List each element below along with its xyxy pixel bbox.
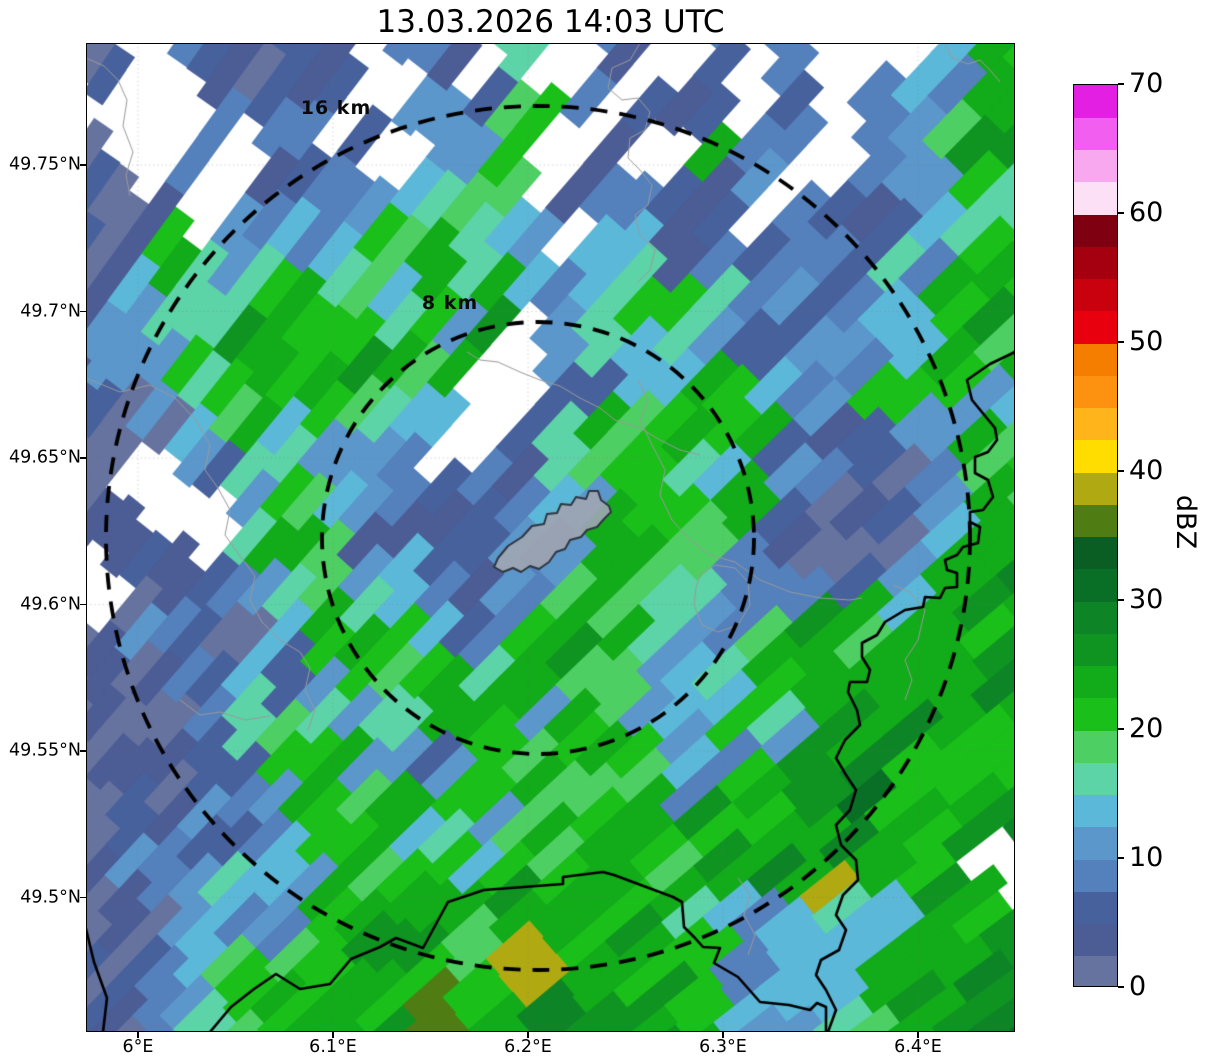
colorbar-segment bbox=[1074, 374, 1117, 408]
colorbar-segment bbox=[1074, 794, 1117, 828]
colorbar-segment bbox=[1074, 568, 1117, 602]
x-tick-mark bbox=[137, 1032, 139, 1038]
colorbar-tick-label: 70 bbox=[1129, 67, 1164, 99]
colorbar-tick-mark bbox=[1118, 986, 1124, 988]
x-tick-mark bbox=[722, 1032, 724, 1038]
colorbar-tick-label: 50 bbox=[1129, 325, 1164, 357]
colorbar-tick-mark bbox=[1118, 341, 1124, 343]
x-tick-mark bbox=[332, 1032, 334, 1038]
x-tick-label: 6.2°E bbox=[504, 1037, 552, 1057]
colorbar-tick-label: 40 bbox=[1129, 454, 1164, 486]
x-tick-label: 6.3°E bbox=[699, 1037, 747, 1057]
colorbar-segment bbox=[1074, 729, 1117, 763]
colorbar-tick-mark bbox=[1118, 470, 1124, 472]
colorbar-tick-label: 30 bbox=[1129, 583, 1164, 615]
radar-reflectivity-map bbox=[86, 43, 1015, 1032]
colorbar-tick-label: 60 bbox=[1129, 196, 1164, 228]
colorbar-segment bbox=[1074, 890, 1117, 924]
colorbar-tick-mark bbox=[1118, 212, 1124, 214]
colorbar-segment bbox=[1074, 858, 1117, 892]
colorbar-tick-mark bbox=[1118, 857, 1124, 859]
y-tick-mark bbox=[80, 603, 86, 606]
range-ring-label-8km: 8 km bbox=[421, 292, 479, 314]
colorbar-segment bbox=[1074, 826, 1117, 860]
colorbar-segment bbox=[1074, 665, 1117, 699]
colorbar-segment bbox=[1074, 923, 1117, 957]
colorbar-segment bbox=[1074, 632, 1117, 666]
y-tick-mark bbox=[80, 750, 86, 752]
y-tick-label: 49.7°N bbox=[20, 301, 81, 322]
x-tick-label: 6.1°E bbox=[309, 1037, 357, 1057]
colorbar-segment bbox=[1074, 407, 1117, 441]
colorbar-tick-label: 0 bbox=[1129, 970, 1147, 1002]
colorbar-segment bbox=[1074, 85, 1117, 118]
x-tick-label: 6°E bbox=[122, 1037, 154, 1057]
colorbar-tick-label: 10 bbox=[1129, 841, 1164, 873]
x-tick-label: 6.4°E bbox=[894, 1037, 942, 1057]
colorbar-segment bbox=[1074, 342, 1117, 376]
colorbar-segments bbox=[1074, 85, 1117, 986]
colorbar-segment bbox=[1074, 213, 1117, 247]
colorbar-segment bbox=[1074, 116, 1117, 150]
y-tick-mark bbox=[80, 164, 86, 166]
colorbar-segment bbox=[1074, 536, 1117, 570]
colorbar-unit-label: dBZ bbox=[1170, 494, 1201, 550]
y-tick-label: 49.65°N bbox=[9, 447, 81, 468]
colorbar-segment bbox=[1074, 761, 1117, 795]
colorbar-segment bbox=[1074, 310, 1117, 344]
colorbar-tick-label: 20 bbox=[1129, 712, 1164, 744]
colorbar-segment bbox=[1074, 278, 1117, 312]
x-tick-mark bbox=[527, 1032, 529, 1038]
y-tick-label: 49.55°N bbox=[9, 740, 81, 761]
colorbar-segment bbox=[1074, 955, 1117, 986]
y-tick-mark bbox=[80, 310, 86, 313]
colorbar-tick-mark bbox=[1118, 599, 1124, 601]
colorbar-segment bbox=[1074, 181, 1117, 215]
colorbar-segment bbox=[1074, 697, 1117, 731]
colorbar-segment bbox=[1074, 439, 1117, 473]
y-tick-mark bbox=[80, 457, 86, 459]
range-ring-label-16km: 16 km bbox=[300, 97, 372, 119]
y-tick-mark bbox=[80, 896, 86, 899]
colorbar-segment bbox=[1074, 503, 1117, 537]
colorbar-segment bbox=[1074, 245, 1117, 279]
colorbar-tick-mark bbox=[1118, 83, 1124, 85]
y-tick-label: 49.5°N bbox=[20, 887, 81, 908]
colorbar-segment bbox=[1074, 471, 1117, 505]
plot-title: 13.03.2026 14:03 UTC bbox=[376, 4, 725, 40]
y-tick-label: 49.75°N bbox=[9, 154, 81, 175]
colorbar-segment bbox=[1074, 600, 1117, 634]
x-tick-mark bbox=[917, 1032, 919, 1038]
colorbar-tick-mark bbox=[1118, 728, 1124, 730]
colorbar bbox=[1073, 84, 1118, 987]
y-tick-label: 49.6°N bbox=[20, 594, 81, 615]
colorbar-segment bbox=[1074, 149, 1117, 183]
